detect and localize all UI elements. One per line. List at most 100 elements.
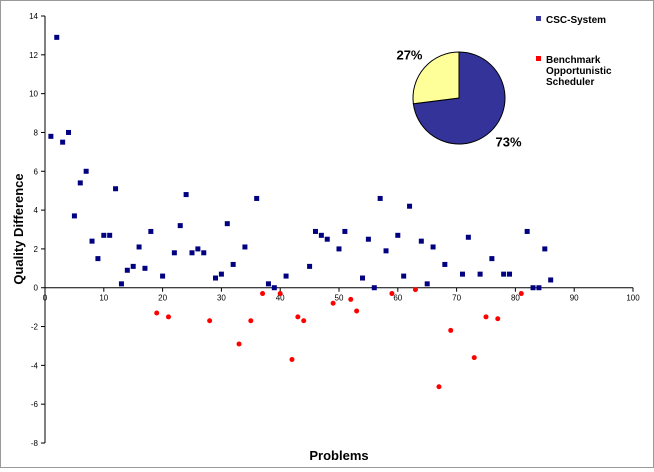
data-point [236, 341, 242, 347]
data-point [183, 192, 189, 198]
x-tick-label: 70 [452, 294, 461, 303]
data-point [401, 273, 407, 279]
data-point [395, 232, 401, 238]
data-point [507, 271, 513, 277]
x-tick-label: 40 [276, 294, 285, 303]
series-csc-system [48, 34, 554, 291]
data-point [536, 285, 542, 291]
data-point [483, 314, 489, 320]
data-point [48, 133, 54, 139]
data-point [501, 271, 507, 277]
inset-pie-chart: 73% 27% [396, 47, 521, 149]
data-point [130, 263, 136, 269]
data-point [195, 246, 201, 252]
y-tick-label: -8 [31, 439, 39, 448]
data-point [301, 318, 307, 324]
data-point [160, 273, 166, 279]
data-point [548, 277, 554, 283]
x-tick-label: 30 [217, 294, 226, 303]
x-tick-label: 80 [511, 294, 520, 303]
y-axis-title: Quality Difference [11, 173, 26, 284]
data-point [277, 291, 283, 297]
data-point [489, 256, 495, 262]
y-tick-label: -2 [31, 323, 39, 332]
pie-slice-benchmark [412, 51, 460, 105]
x-tick-label: 90 [570, 294, 579, 303]
pie-slice-label: 27% [396, 47, 422, 62]
data-point [260, 291, 266, 297]
data-point [312, 228, 318, 234]
x-tick-label: 50 [335, 294, 344, 303]
data-point [207, 318, 213, 324]
data-point [354, 308, 360, 314]
data-point [271, 285, 277, 291]
data-point [436, 384, 442, 390]
data-point [224, 221, 230, 227]
x-axis-title: Problems [309, 448, 368, 463]
data-point [118, 281, 124, 287]
data-point [365, 236, 371, 242]
y-tick-label: 2 [34, 245, 39, 254]
data-point [318, 232, 324, 238]
legend-label: Benchmark Opportunistic Scheduler [546, 55, 612, 88]
y-tick-label: 14 [29, 12, 38, 21]
y-axis-ticks: -8 -6 -4 -2 0 2 4 6 8 10 12 14 [29, 12, 45, 448]
data-point [542, 246, 548, 252]
data-point [136, 244, 142, 250]
y-tick-label: 6 [34, 167, 39, 176]
data-point [383, 248, 389, 254]
data-point [213, 275, 219, 281]
data-point [307, 263, 313, 269]
data-point [218, 271, 224, 277]
data-point [242, 244, 248, 250]
data-point [371, 285, 377, 291]
data-point [471, 355, 477, 361]
x-tick-label: 100 [626, 294, 640, 303]
data-point [360, 275, 366, 281]
series-layer [48, 34, 554, 390]
data-point [124, 267, 130, 273]
data-point [230, 261, 236, 267]
y-tick-label: 8 [34, 128, 39, 137]
data-point [418, 238, 424, 244]
data-point [154, 310, 160, 316]
data-point [265, 281, 271, 287]
legend-label: CSC-System [546, 15, 606, 26]
data-point [518, 291, 524, 297]
data-point [295, 314, 301, 320]
y-tick-label: 0 [34, 284, 39, 293]
data-point [530, 285, 536, 291]
x-axis-ticks: 0102030405060708090100 [43, 287, 640, 303]
data-point [113, 186, 119, 192]
data-point [389, 291, 395, 297]
data-point [289, 357, 295, 363]
data-point [165, 314, 171, 320]
legend: CSC-System Benchmark Opportunistic Schedule… [536, 15, 612, 88]
data-point [89, 238, 95, 244]
data-point [430, 244, 436, 250]
data-point [377, 195, 383, 201]
data-point [201, 250, 207, 256]
y-tick-label: -4 [31, 361, 39, 370]
data-point [524, 228, 530, 234]
y-tick-label: 12 [29, 51, 38, 60]
series-benchmark-scheduler [154, 287, 524, 390]
data-point [348, 296, 354, 302]
data-point [60, 139, 66, 145]
data-point [412, 287, 418, 293]
y-tick-label: 10 [29, 90, 38, 99]
data-point [77, 180, 83, 186]
data-point [324, 236, 330, 242]
data-point [107, 232, 113, 238]
data-point [83, 168, 89, 174]
legend-swatch [536, 16, 541, 21]
data-point [448, 327, 454, 333]
data-point [71, 213, 77, 219]
data-point [189, 250, 195, 256]
data-point [442, 261, 448, 267]
data-point [342, 228, 348, 234]
data-point [477, 271, 483, 277]
data-point [54, 34, 60, 40]
